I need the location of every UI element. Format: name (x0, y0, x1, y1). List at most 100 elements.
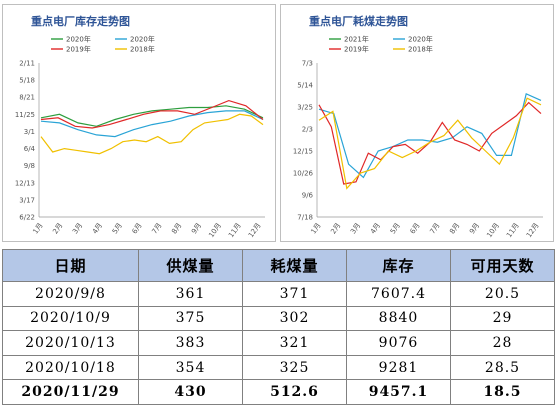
cell-supply: 375 (138, 305, 243, 332)
y-tick-label: 7/18 (297, 214, 313, 222)
x-tick-label: 9月 (190, 222, 203, 236)
y-tick-label: 10/26 (293, 170, 314, 178)
x-tick-label: 7月 (150, 222, 163, 236)
cell-supply: 354 (138, 354, 243, 381)
legend-label: 2018年 (130, 45, 155, 54)
cell-available-days: 28.5 (450, 354, 555, 381)
y-tick-label: 2/11 (19, 60, 35, 68)
x-tick-label: 8月 (448, 222, 461, 236)
legend-label: 2020年 (408, 35, 433, 44)
y-tick-label: 5/14 (297, 82, 313, 90)
x-tick-label: 10月 (207, 222, 223, 240)
x-tick-label: 6月 (409, 222, 422, 236)
cell-consumption: 512.6 (242, 379, 347, 405)
legend-label: 2020年 (130, 35, 155, 44)
cell-supply: 383 (138, 330, 243, 356)
legend-label: 2018年 (408, 45, 433, 54)
cell-date: 2020/10/13 (2, 330, 139, 356)
x-tick-label: 6月 (131, 222, 144, 236)
x-tick-label: 11月 (505, 222, 521, 240)
x-tick-label: 4月 (91, 222, 104, 236)
cell-date: 2020/10/9 (2, 305, 139, 332)
x-tick-label: 2月 (329, 222, 342, 236)
header-consumption: 耗煤量 (242, 249, 347, 282)
cell-inventory: 7607.4 (346, 281, 451, 307)
cell-supply: 361 (138, 281, 243, 307)
y-tick-label: 5/18 (19, 77, 35, 85)
legend-label: 2020年 (66, 35, 91, 44)
y-tick-label: 12/15 (293, 148, 313, 156)
y-tick-label: 12/13 (15, 179, 35, 187)
coal-data-table: 日期 供煤量 耗煤量 库存 可用天数 2020/9/8 361 371 7607… (2, 249, 555, 405)
series-line (40, 99, 264, 129)
table-row: 2020/10/18 354 325 9281 28.5 (2, 354, 555, 381)
inventory-chart-panel: 重点电厂库存走势图 2/11 5/18 8/21 11/25 3/1 6/4 9/8 12/1… (2, 4, 276, 242)
cell-inventory: 8840 (346, 305, 451, 332)
header-available-days: 可用天数 (450, 249, 555, 282)
cell-available-days: 29 (450, 305, 555, 332)
series-line (318, 97, 542, 190)
inventory-chart-svg: 2/115/188/2111/253/16/49/812/133/176/221… (15, 35, 265, 240)
y-tick-label: 3/1 (24, 128, 35, 136)
x-tick-label: 7月 (428, 222, 441, 236)
table-header-row: 日期 供煤量 耗煤量 库存 可用天数 (2, 249, 555, 282)
x-tick-label: 10月 (485, 222, 501, 240)
series-line (318, 101, 542, 185)
x-tick-label: 11月 (227, 222, 243, 240)
legend-label: 2019年 (344, 45, 369, 54)
cell-available-days: 20.5 (450, 281, 555, 307)
header-inventory: 库存 (346, 249, 451, 282)
y-tick-label: 3/25 (297, 104, 313, 112)
x-tick-label: 2月 (51, 222, 64, 236)
cell-inventory: 9281 (346, 354, 451, 381)
x-tick-label: 5月 (111, 222, 124, 236)
table-row: 2020/10/13 383 321 9076 28 (2, 330, 555, 356)
cell-consumption: 302 (242, 305, 347, 332)
x-tick-label: 12月 (247, 222, 263, 240)
y-tick-label: 8/21 (19, 94, 35, 102)
table-row-latest: 2020/11/29 430 512.6 9457.1 18.5 (2, 379, 555, 405)
cell-inventory: 9457.1 (346, 379, 451, 405)
x-tick-label: 1月 (32, 222, 45, 236)
x-tick-label: 9月 (468, 222, 481, 236)
series-line (40, 105, 264, 127)
cell-consumption: 371 (242, 281, 347, 307)
x-tick-label: 5月 (389, 222, 402, 236)
cell-consumption: 325 (242, 354, 347, 381)
cell-available-days: 18.5 (450, 379, 555, 405)
y-tick-label: 7/3 (302, 60, 313, 68)
series-line (40, 113, 264, 155)
y-tick-label: 2/3 (302, 126, 313, 134)
header-date: 日期 (2, 249, 139, 282)
header-supply: 供煤量 (138, 249, 243, 282)
y-tick-label: 9/8 (24, 162, 35, 170)
y-tick-label: 6/4 (24, 145, 36, 153)
series-line (40, 110, 264, 138)
cell-date: 2020/11/29 (2, 379, 139, 405)
y-tick-label: 3/17 (19, 196, 35, 204)
y-tick-label: 11/25 (15, 111, 35, 119)
x-tick-label: 8月 (170, 222, 183, 236)
x-tick-label: 12月 (525, 222, 541, 240)
cell-inventory: 9076 (346, 330, 451, 356)
y-tick-label: 9/6 (302, 192, 314, 200)
x-tick-label: 3月 (349, 222, 362, 236)
consumption-chart-title: 重点电厂耗煤走势图 (309, 15, 408, 28)
y-tick-label: 6/22 (19, 214, 35, 222)
table-row: 2020/10/9 375 302 8840 29 (2, 305, 555, 332)
cell-available-days: 28 (450, 330, 555, 356)
consumption-chart-panel: 重点电厂耗煤走势图 7/3 5/14 3/25 2/3 12/15 10/26 9/6 7/1… (280, 4, 554, 242)
cell-supply: 430 (138, 379, 243, 405)
series-line (318, 92, 542, 179)
table-row: 2020/9/8 361 371 7607.4 20.5 (2, 281, 555, 307)
x-tick-label: 4月 (369, 222, 382, 236)
cell-consumption: 321 (242, 330, 347, 356)
cell-date: 2020/9/8 (2, 281, 139, 307)
inventory-chart-title: 重点电厂库存走势图 (31, 15, 130, 28)
x-tick-label: 1月 (310, 222, 323, 236)
x-tick-label: 3月 (71, 222, 84, 236)
cell-date: 2020/10/18 (2, 354, 139, 381)
legend-label: 2021年 (344, 35, 369, 44)
legend-label: 2019年 (66, 45, 91, 54)
